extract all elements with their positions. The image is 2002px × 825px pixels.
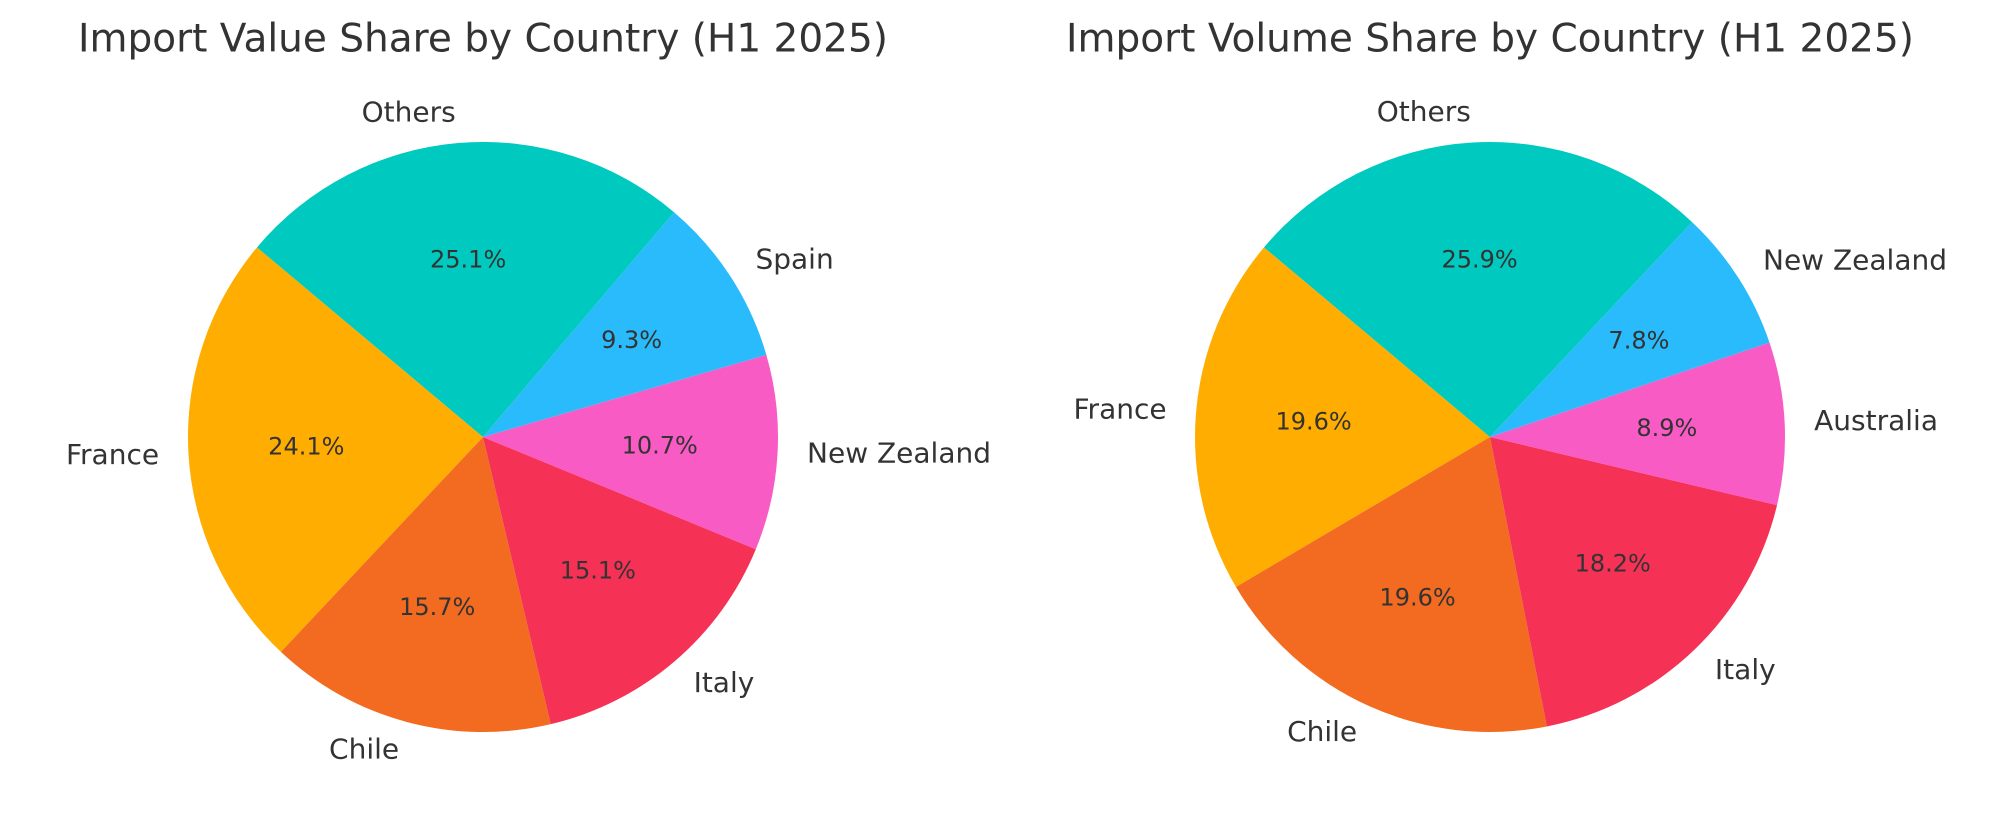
chart-title: Import Volume Share by Country (H1 2025): [1066, 17, 1914, 62]
slice-label: New Zealand: [807, 437, 991, 470]
pie-slice: [483, 437, 756, 725]
slice-label: Others: [362, 96, 456, 129]
value-label: 7.8%: [1608, 326, 1669, 354]
slice-label: New Zealand: [1763, 244, 1947, 277]
pie-slice: [1235, 437, 1547, 732]
slice-label: Italy: [1715, 653, 1776, 686]
slice-label: Australia: [1814, 404, 1938, 437]
value-label: 19.6%: [1275, 407, 1351, 435]
pie-slice: [483, 212, 767, 437]
pie-slice: [1264, 141, 1693, 437]
pie-slice: [1490, 437, 1778, 727]
slice-label: France: [1073, 392, 1166, 425]
chart-title: Import Value Share by Country (H1 2025): [78, 17, 888, 62]
value-label: 25.9%: [1441, 245, 1517, 273]
value-label: 15.1%: [560, 557, 636, 585]
value-label: 19.6%: [1379, 583, 1455, 611]
pie-slice: [1490, 342, 1785, 506]
value-label: 10.7%: [622, 432, 698, 460]
pie-slice: [280, 437, 551, 733]
slice-label: Spain: [755, 243, 833, 276]
pie-slice: [257, 141, 675, 437]
pie-slice: [483, 354, 778, 550]
pie-slice: [1490, 222, 1770, 437]
value-label: 18.2%: [1575, 550, 1651, 578]
value-label: 15.7%: [399, 593, 475, 621]
slice-label: Chile: [1287, 715, 1357, 748]
slice-label: France: [66, 438, 159, 471]
pie-slice: [187, 247, 483, 652]
value-label: 8.9%: [1636, 414, 1697, 442]
value-label: 9.3%: [601, 326, 662, 354]
value-label: 24.1%: [268, 432, 344, 460]
slice-label: Italy: [694, 666, 755, 699]
pie-slice: [1194, 247, 1490, 587]
value-label: 25.1%: [430, 246, 506, 274]
slice-label: Others: [1377, 95, 1471, 128]
slice-label: Chile: [329, 732, 399, 765]
